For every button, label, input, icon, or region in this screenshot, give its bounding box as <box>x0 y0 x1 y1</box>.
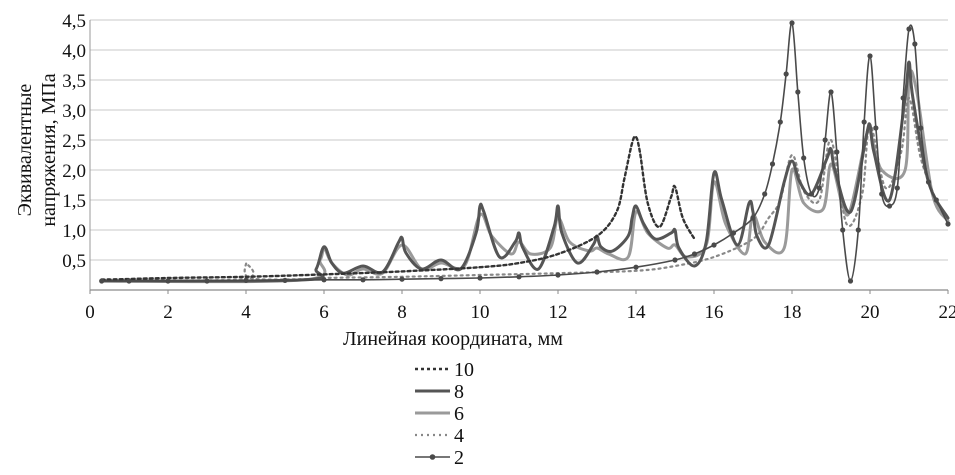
y-tick-label: 4,5 <box>62 11 86 32</box>
series-point-2 <box>126 278 132 284</box>
series-point-2 <box>321 277 327 283</box>
series-line-10 <box>100 135 696 281</box>
series-point-2 <box>867 53 873 59</box>
series-point-2 <box>594 269 600 275</box>
x-tick-label: 14 <box>627 302 647 323</box>
legend-label-6: 6 <box>454 403 464 425</box>
series-point-2 <box>894 185 900 191</box>
series-point-2 <box>879 191 885 197</box>
series-point-2 <box>861 119 867 125</box>
x-tick-label: 8 <box>397 302 407 323</box>
series-point-2 <box>777 119 783 125</box>
series-point-2 <box>516 274 522 280</box>
y-tick-label: 1,5 <box>62 191 86 212</box>
x-tick-label: 2 <box>163 302 173 323</box>
series-point-2 <box>834 149 840 155</box>
y-axis-title-line1: Эквивалентные <box>14 84 36 217</box>
series-point-2 <box>918 125 924 131</box>
x-tick-label: 22 <box>939 302 955 323</box>
series-point-2 <box>555 272 561 278</box>
series-point-2 <box>840 227 846 233</box>
series-line-8 <box>100 60 950 283</box>
x-tick-label: 16 <box>705 302 724 323</box>
y-tick-label: 2,0 <box>62 161 86 182</box>
y-tick-label: 4,0 <box>62 41 86 62</box>
series-point-2 <box>925 179 932 185</box>
legend-label-2: 2 <box>454 447 464 469</box>
series-point-2 <box>886 203 893 209</box>
x-tick-label: 4 <box>241 302 251 323</box>
series-point-2 <box>750 215 756 221</box>
y-tick-label: 3,0 <box>62 101 86 122</box>
x-tick-label: 0 <box>85 302 95 323</box>
series-point-2 <box>789 20 795 26</box>
series-point-2 <box>204 278 210 284</box>
series-point-2 <box>730 230 737 236</box>
series-point-2 <box>906 26 912 32</box>
series-point-2 <box>912 41 918 47</box>
tick-labels: 0,5 1,0 1,5 2,0 2,5 3,0 3,5 4,0 4,5 0 2 4 6 8 10 12 14 16… <box>62 11 955 323</box>
series-point-2 <box>822 137 828 143</box>
series-point-2 <box>801 155 807 161</box>
axes <box>89 20 949 294</box>
series-point-2 <box>633 264 639 270</box>
series-line-2 <box>100 22 949 282</box>
grid-lines <box>90 19 948 261</box>
x-tick-label: 6 <box>319 302 329 323</box>
series-point-2 <box>855 227 861 233</box>
series-point-2 <box>99 278 105 284</box>
series-point-2 <box>808 191 815 197</box>
series-point-2 <box>795 89 801 95</box>
series-point-2 <box>847 278 854 284</box>
series-point-2 <box>900 95 906 101</box>
series-point-2 <box>282 277 288 283</box>
series-point-2 <box>816 185 822 191</box>
series-point-2 <box>691 251 698 257</box>
series-point-2 <box>828 89 834 95</box>
legend-label-8: 8 <box>454 381 464 403</box>
series-layer <box>99 20 951 284</box>
y-tick-label: 2,5 <box>62 131 86 152</box>
series-point-2 <box>399 276 405 282</box>
series-point-2 <box>945 221 951 227</box>
y-tick-label: 0,5 <box>62 251 86 272</box>
legend-label-10: 10 <box>454 359 474 381</box>
series-point-2 <box>438 276 444 282</box>
series-point-2 <box>933 197 939 203</box>
series-point-2 <box>672 257 678 263</box>
series-point-2 <box>762 191 768 197</box>
series-point-2 <box>711 242 717 248</box>
y-tick-label: 3,5 <box>62 71 86 92</box>
x-tick-label: 12 <box>549 302 568 323</box>
legend-label-4: 4 <box>454 425 464 447</box>
series-point-2 <box>477 275 483 281</box>
legend-marker-2 <box>429 454 436 460</box>
x-tick-label: 18 <box>783 302 802 323</box>
y-tick-label: 1,0 <box>62 221 86 242</box>
x-axis-title: Линейная координата, мм <box>343 328 563 350</box>
x-tick-label: 10 <box>471 302 490 323</box>
series-point-2 <box>243 277 249 283</box>
series-point-2 <box>783 71 789 77</box>
series-point-2 <box>769 161 776 167</box>
series-point-2 <box>360 277 366 283</box>
series-point-2 <box>873 125 879 131</box>
y-axis-title-line2: напряжения, МПа <box>38 73 60 226</box>
series-point-2 <box>165 278 171 284</box>
x-tick-label: 20 <box>861 302 880 323</box>
